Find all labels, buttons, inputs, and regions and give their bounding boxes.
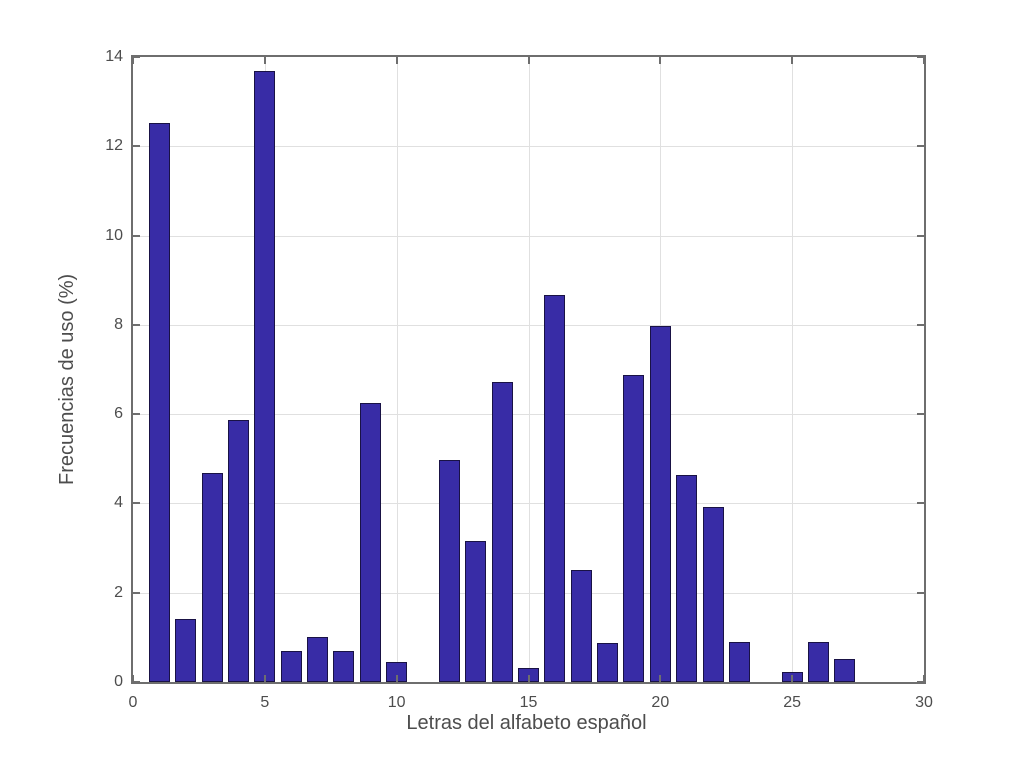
bar [280, 651, 302, 682]
y-tick-mark [133, 502, 140, 505]
y-tick-label: 10 [105, 226, 123, 244]
x-tick-mark [659, 57, 662, 64]
bar [491, 382, 513, 682]
y-tick-mark [917, 591, 924, 594]
y-axis-label: Frecuencias de uso (%) [56, 273, 78, 485]
bar [148, 122, 170, 682]
x-tick-label: 5 [260, 694, 270, 711]
bar [834, 658, 856, 682]
x-tick-mark [923, 675, 925, 682]
x-tick-label: 30 [915, 694, 933, 711]
x-tick-label: 20 [651, 694, 670, 711]
y-tick-mark [133, 145, 140, 148]
x-tick-mark [791, 675, 794, 682]
y-tick-mark [133, 56, 140, 58]
y-tick-label: 14 [105, 48, 123, 65]
x-tick-label: 0 [128, 694, 138, 711]
y-tick-mark [917, 56, 924, 58]
x-tick-mark [263, 675, 266, 682]
bar [807, 641, 830, 682]
bar [544, 294, 566, 682]
y-tick-mark [917, 681, 924, 683]
y-tick-label: 6 [114, 405, 123, 423]
x-tick-mark [395, 675, 398, 682]
bar [438, 460, 460, 682]
y-tick-label: 0 [114, 673, 123, 690]
bar [728, 641, 750, 682]
bar [465, 541, 487, 682]
x-tick-mark [791, 57, 794, 64]
bar [307, 636, 329, 682]
gridline-vertical [792, 57, 794, 682]
bar [649, 325, 671, 682]
gridline-vertical [528, 57, 530, 682]
x-tick-mark [132, 57, 134, 64]
y-tick-mark [917, 323, 924, 326]
y-tick-mark [917, 145, 924, 148]
y-tick-mark [133, 591, 140, 594]
bar [333, 650, 355, 682]
y-tick-mark [133, 234, 140, 237]
bar [702, 506, 724, 682]
x-tick-mark [263, 57, 266, 64]
y-tick-mark [133, 413, 140, 416]
y-tick-label: 12 [105, 137, 123, 155]
bar [623, 375, 645, 682]
y-tick-mark [133, 323, 140, 326]
y-tick-mark [917, 234, 924, 237]
bar [175, 618, 197, 682]
y-tick-label: 8 [114, 315, 123, 333]
y-tick-mark [917, 413, 924, 416]
gridline-vertical [396, 57, 398, 682]
x-tick-mark [659, 675, 662, 682]
x-tick-label: 15 [519, 694, 538, 711]
bar [676, 475, 698, 682]
bar [359, 402, 381, 682]
bar [227, 420, 249, 682]
x-tick-mark [132, 675, 134, 682]
bar [597, 642, 619, 682]
plot-area [131, 55, 926, 684]
bar [570, 569, 592, 682]
x-tick-mark [395, 57, 398, 64]
x-tick-label: 25 [783, 694, 802, 711]
x-tick-mark [527, 675, 530, 682]
y-tick-label: 4 [114, 494, 123, 512]
y-tick-mark [917, 502, 924, 505]
bar [201, 473, 223, 682]
x-tick-label: 10 [387, 694, 406, 711]
bar [254, 71, 276, 682]
x-tick-mark [923, 57, 925, 64]
x-axis-label: Letras del alfabeto español [406, 712, 647, 734]
x-tick-mark [527, 57, 530, 64]
y-tick-mark [133, 681, 140, 683]
y-tick-label: 2 [114, 583, 123, 601]
